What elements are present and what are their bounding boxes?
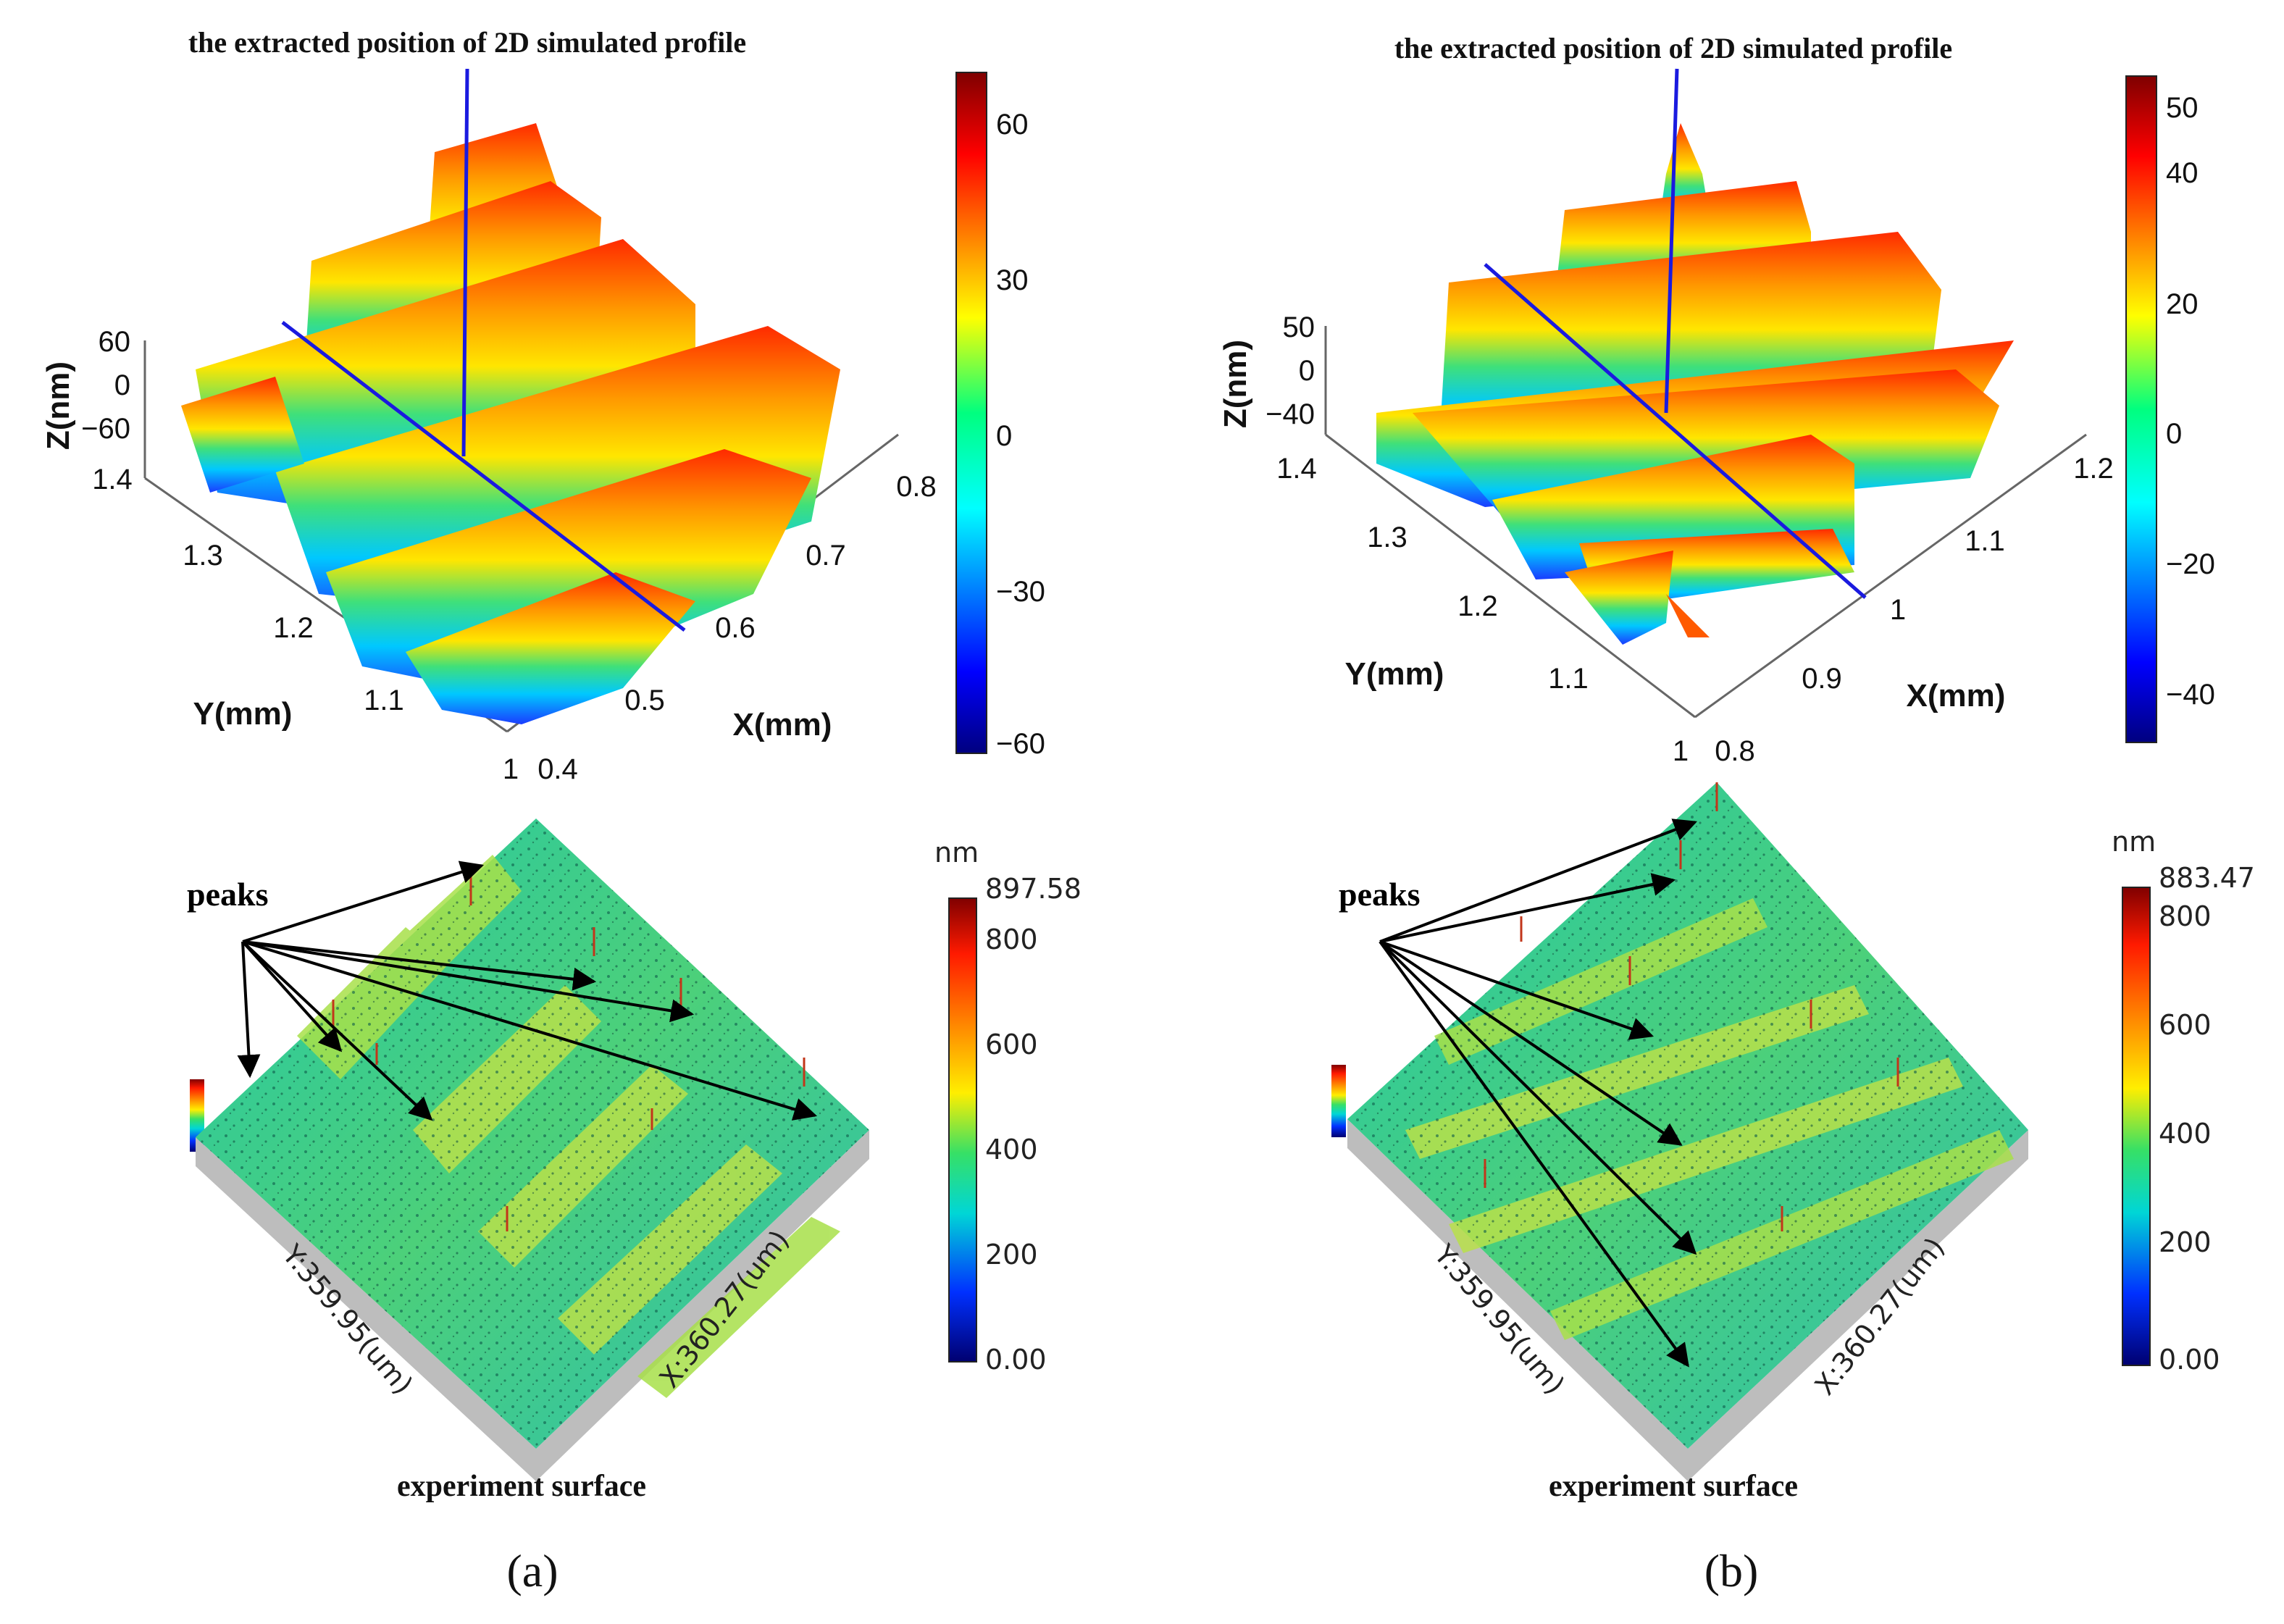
panel-a-x-label: X(mm)	[733, 707, 832, 742]
panel-a-sim-caption: the extracted position of 2D simulated p…	[188, 26, 746, 59]
panel-b-x-tick: 0.8	[1715, 735, 1755, 767]
cb-tick: 600	[985, 1029, 1038, 1060]
panel-a-x-tick: 0.6	[715, 612, 756, 644]
panel-a-profile-vline	[461, 68, 469, 457]
panel-a-noise	[196, 819, 869, 1449]
cb-tick: 883.47	[2159, 862, 2255, 894]
panel-b-surface	[1376, 123, 2014, 645]
cb-tick: 50	[2166, 92, 2199, 124]
panel-b-profile-vline	[1664, 68, 1679, 414]
cb-tick: 60	[996, 109, 1029, 141]
cb-tick: −60	[996, 728, 1045, 760]
cb-tick: 200	[985, 1239, 1038, 1271]
panel-a-exp-cb-unit: nm	[934, 837, 979, 868]
cb-tick: 400	[2159, 1118, 2212, 1150]
panel-a-sim-colorbar	[955, 72, 987, 754]
panel-a-y-tick: 1.2	[273, 612, 314, 644]
panel-a-x-tick: 0.7	[806, 540, 846, 572]
cb-tick: 0	[2166, 418, 2182, 450]
panel-a-z-tick: 0	[114, 369, 130, 401]
panel-b-peaks-label: peaks	[1339, 876, 1420, 913]
panel-b-x-tick: 1.1	[1965, 525, 2005, 557]
cb-tick: 0	[996, 420, 1012, 452]
cb-tick: −30	[996, 576, 1045, 608]
panel-a-z-tick: 60	[99, 326, 131, 358]
panel-b-y-label: Y(mm)	[1345, 656, 1444, 692]
cb-tick: −20	[2166, 548, 2215, 580]
cb-tick: 897.58	[985, 873, 1082, 905]
panel-b-exp-caption: experiment surface	[1549, 1470, 1798, 1503]
panel-a-sim-colorbar-ticks: 60 30 0 −30 −60	[996, 109, 1045, 760]
panel-a-x-tick: 0.8	[896, 471, 937, 503]
panel-a-peak-arrows	[237, 861, 818, 1121]
panel-a-peaks-label: peaks	[187, 876, 268, 913]
ridge-a5	[326, 449, 811, 695]
cb-tick: 30	[996, 264, 1029, 296]
panel-b-x-tick: 1	[1890, 594, 1906, 626]
panel-b-peak-arrows	[1379, 819, 1697, 1368]
panel-a-surface	[181, 123, 840, 724]
ridge-b9	[1666, 594, 1710, 637]
panel-a-x-tick: 0.5	[624, 685, 665, 716]
ridge-b8	[1565, 551, 1673, 645]
cb-tick: 20	[2166, 288, 2199, 320]
panel-b-x-tick: 0.9	[1802, 663, 1842, 695]
panel-a-y-tick: 1.3	[183, 540, 223, 572]
panel-b-sim-caption: the extracted position of 2D simulated p…	[1394, 32, 1952, 64]
cb-tick: 800	[985, 924, 1038, 955]
panel-b-profile-line	[1484, 263, 1867, 599]
cb-tick: −40	[2166, 679, 2215, 711]
panel-a-y-label: Y(mm)	[193, 696, 293, 732]
panel-a-profile-line	[281, 321, 686, 632]
panel-b-sim-colorbar-ticks: 50 40 20 0 −20 −40	[2166, 92, 2215, 711]
panel-a-y-tick: 1.1	[364, 685, 404, 716]
panel-b-exp-colorbar	[2122, 887, 2151, 1366]
ridge-a6	[406, 572, 695, 724]
panel-a-x-tick: 0.4	[537, 753, 578, 785]
cb-tick: 600	[2159, 1009, 2212, 1041]
panel-b-y-tick: 1.4	[1276, 453, 1317, 485]
panel-b-mini-colorbar	[1331, 1065, 1346, 1137]
cb-tick: 40	[2166, 157, 2199, 189]
panel-b-axes	[1324, 326, 2087, 719]
panel-b-z-tick: −40	[1266, 398, 1315, 430]
panel-a-z-label: Z(nm)	[41, 361, 76, 450]
panel-a-y-tick: 1.4	[92, 464, 133, 495]
panel-a-simulated: the extracted position of 2D simulated p…	[41, 26, 1045, 785]
panel-a-exp-colorbar	[948, 897, 977, 1363]
ridge-a7	[181, 377, 304, 493]
panel-b-y-tick: 1	[1673, 735, 1689, 767]
panel-b-sublabel: (b)	[1704, 1545, 1759, 1596]
panel-b-y-tick: 1.1	[1548, 663, 1589, 695]
panel-b-spikes	[1484, 782, 1899, 1231]
panel-a-z-tick: −60	[81, 413, 130, 445]
cb-tick: 0.00	[2159, 1344, 2220, 1376]
panel-b-x-label: X(mm)	[1907, 678, 2006, 713]
panel-b-exp-cb-unit: nm	[2112, 826, 2156, 858]
panel-b-simulated: the extracted position of 2D simulated p…	[1218, 32, 2215, 767]
cb-tick: 400	[985, 1134, 1038, 1165]
panel-b-z-tick: 50	[1283, 311, 1315, 343]
panel-b-y-tick: 1.3	[1367, 522, 1407, 553]
panel-b-x-tick: 1.2	[2073, 453, 2114, 485]
panel-b-experiment: peaks Y:359.95(um) X:360.27(um) experime…	[1331, 782, 2255, 1503]
panel-a-exp-caption: experiment surface	[397, 1470, 646, 1503]
panel-b-y-tick: 1.2	[1457, 590, 1498, 622]
panel-b-sim-colorbar	[2125, 75, 2157, 743]
panel-b-z-tick: 0	[1299, 355, 1315, 387]
cb-tick: 800	[2159, 900, 2212, 932]
cb-tick: 0.00	[985, 1344, 1047, 1376]
panel-a-y-tick: 1	[503, 753, 519, 785]
panel-b-noise	[1347, 782, 2028, 1449]
panel-a-spikes	[332, 876, 806, 1231]
panel-a-experiment: peaks Y:359.95(um) X:360.27(um) experime…	[187, 819, 1082, 1503]
panel-a-sublabel: (a)	[506, 1545, 558, 1596]
cb-tick: 200	[2159, 1226, 2212, 1258]
panel-b-z-label: Z(nm)	[1218, 340, 1253, 428]
